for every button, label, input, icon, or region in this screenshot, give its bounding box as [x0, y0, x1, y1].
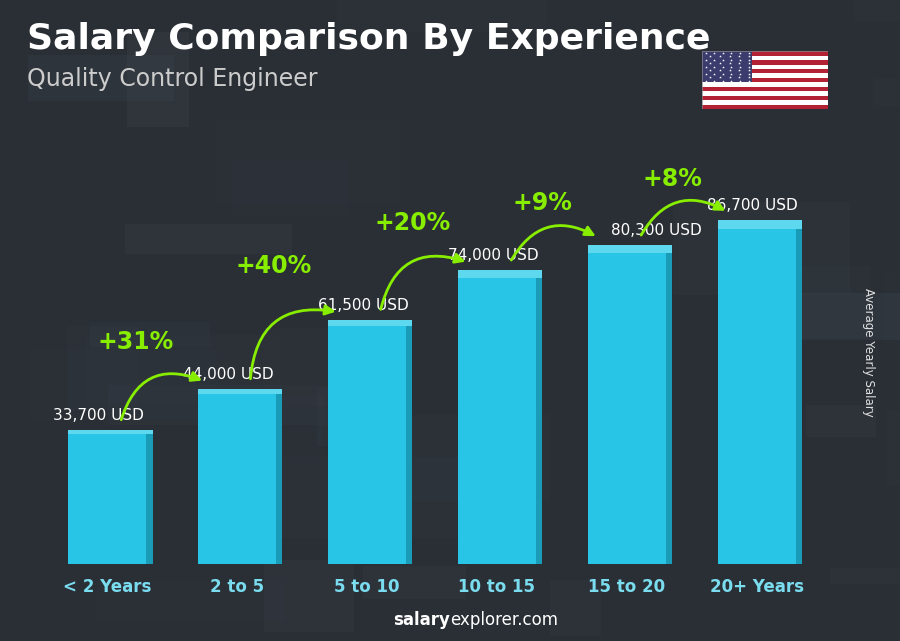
Bar — [328, 320, 406, 564]
Text: +40%: +40% — [236, 254, 311, 278]
Text: 86,700 USD: 86,700 USD — [707, 198, 798, 213]
Bar — [125, 224, 292, 254]
Bar — [108, 385, 365, 424]
Bar — [276, 390, 283, 564]
Bar — [717, 220, 802, 229]
Bar — [806, 405, 877, 437]
Bar — [702, 69, 828, 74]
Bar — [885, 272, 900, 342]
Bar — [90, 322, 210, 347]
Bar — [588, 246, 672, 253]
Text: explorer.com: explorer.com — [450, 612, 558, 629]
Bar — [830, 568, 900, 585]
Bar — [702, 91, 828, 96]
Bar — [798, 266, 870, 338]
Bar — [263, 328, 410, 406]
Text: +20%: +20% — [374, 211, 451, 235]
Bar — [702, 100, 828, 104]
Bar — [458, 271, 536, 564]
Bar — [887, 410, 900, 486]
Bar — [68, 430, 147, 564]
Bar — [702, 51, 828, 56]
Bar — [147, 430, 153, 564]
Bar — [702, 65, 828, 69]
Bar — [702, 60, 828, 65]
Text: +31%: +31% — [98, 329, 174, 354]
Bar — [68, 430, 153, 434]
Bar — [364, 566, 465, 599]
Bar — [702, 51, 752, 82]
Bar — [97, 582, 285, 621]
Bar — [261, 458, 515, 538]
Bar — [702, 87, 828, 91]
Bar — [328, 320, 412, 326]
Bar — [212, 405, 266, 477]
Bar — [217, 121, 400, 203]
Bar — [854, 0, 900, 22]
Bar — [458, 271, 542, 278]
Bar — [198, 390, 283, 394]
Bar — [702, 56, 828, 60]
Bar — [551, 580, 600, 637]
Bar — [702, 104, 828, 109]
Text: +9%: +9% — [512, 191, 572, 215]
Bar — [717, 220, 796, 564]
Bar — [86, 335, 282, 403]
Bar — [672, 202, 850, 295]
Text: Average Yearly Salary: Average Yearly Salary — [862, 288, 875, 417]
Text: Salary Comparison By Experience: Salary Comparison By Experience — [27, 22, 710, 56]
Bar — [127, 32, 189, 127]
Text: Quality Control Engineer: Quality Control Engineer — [27, 67, 318, 91]
Bar — [796, 220, 802, 564]
Text: salary: salary — [393, 612, 450, 629]
Bar — [233, 160, 348, 216]
Bar — [411, 415, 550, 501]
Text: 33,700 USD: 33,700 USD — [53, 408, 144, 423]
Bar — [536, 271, 542, 564]
Bar — [873, 79, 900, 108]
Bar — [702, 82, 828, 87]
Bar — [702, 74, 828, 78]
Bar — [406, 320, 412, 564]
Bar — [318, 388, 400, 445]
Text: 80,300 USD: 80,300 USD — [611, 223, 702, 238]
Text: 74,000 USD: 74,000 USD — [447, 248, 538, 263]
Bar — [28, 55, 175, 101]
Text: 61,500 USD: 61,500 USD — [318, 298, 409, 313]
Bar — [702, 78, 828, 82]
Bar — [338, 0, 547, 31]
Bar — [702, 96, 828, 100]
Bar — [666, 246, 672, 564]
Bar — [67, 326, 138, 412]
Bar — [30, 350, 218, 420]
Text: 44,000 USD: 44,000 USD — [183, 367, 274, 382]
Bar — [588, 246, 666, 564]
Bar — [264, 560, 354, 632]
Bar — [198, 390, 276, 564]
Bar — [271, 395, 324, 458]
Text: +8%: +8% — [643, 167, 702, 191]
Bar — [723, 294, 900, 340]
